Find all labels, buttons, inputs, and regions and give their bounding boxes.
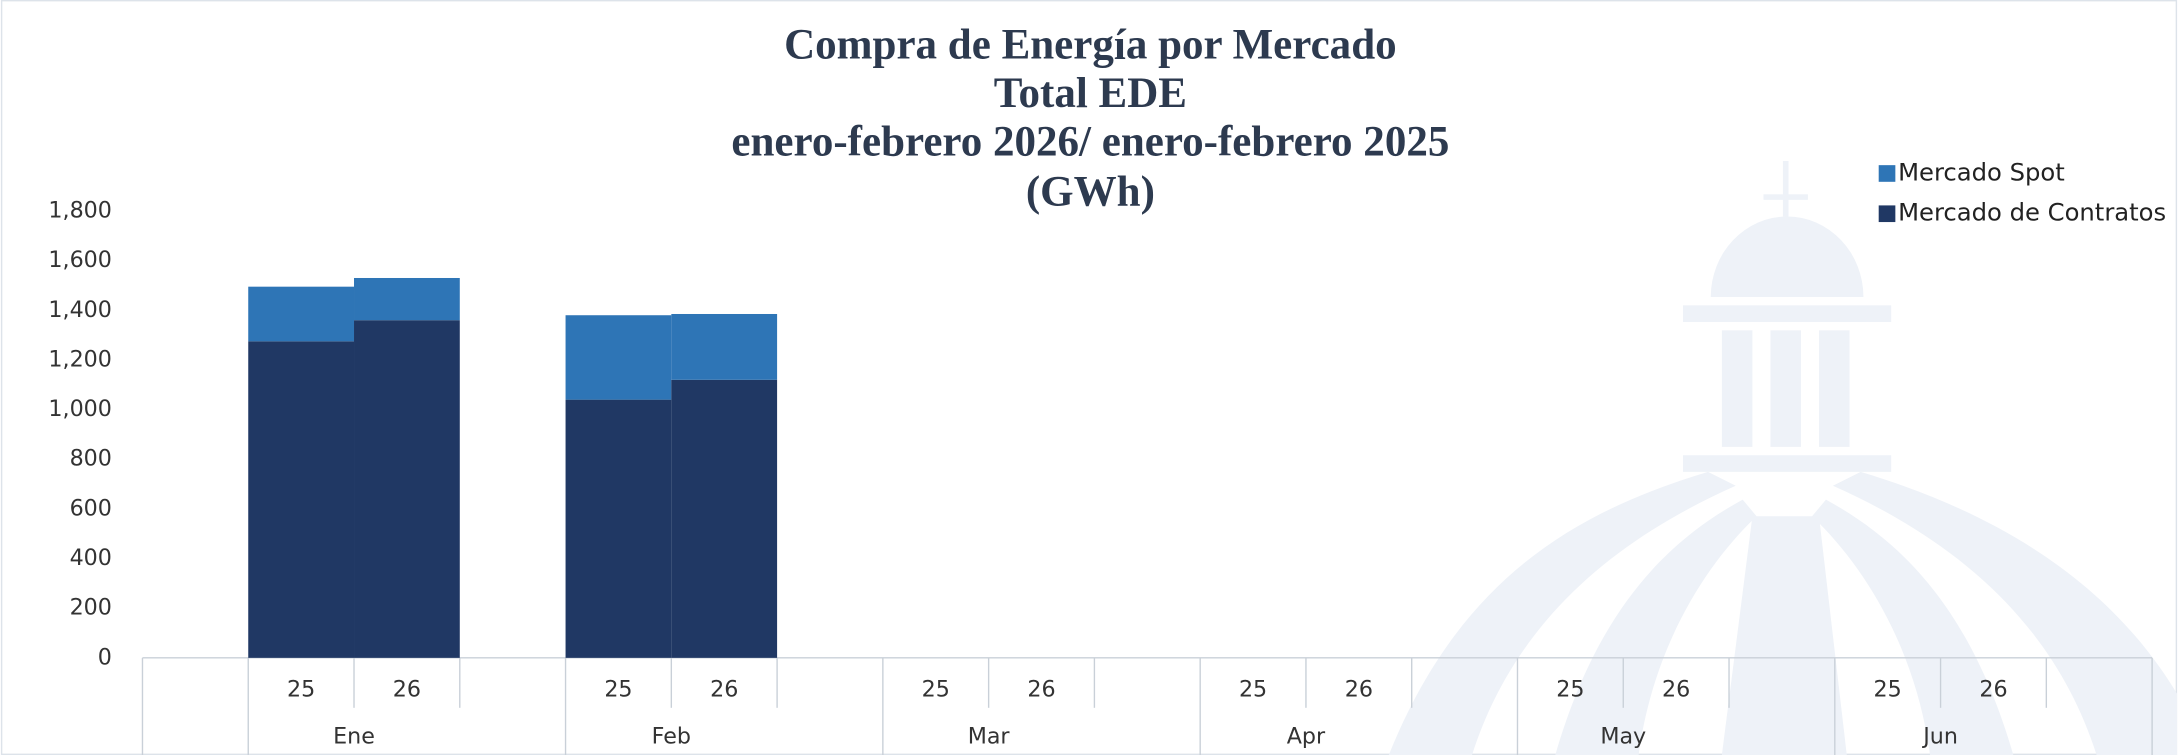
- bar-segment: [248, 286, 355, 342]
- legend-swatch: [1878, 205, 1896, 223]
- bar-segment: [565, 315, 672, 400]
- legend-swatch: [1878, 165, 1896, 182]
- y-tick-label: 1,600: [48, 247, 112, 273]
- chart-title: Total EDE: [994, 70, 1187, 117]
- x-tick-label: 25: [1874, 676, 1902, 702]
- x-tick-label: 25: [604, 676, 632, 702]
- y-tick-label: 1,000: [48, 396, 112, 422]
- y-tick-label: 200: [70, 595, 112, 621]
- y-tick-label: 0: [98, 644, 112, 670]
- x-tick-label: 25: [1239, 676, 1267, 702]
- x-tick-label: 25: [922, 676, 950, 702]
- legend-label: Mercado Spot: [1898, 157, 2065, 186]
- y-tick-label: 400: [70, 545, 112, 571]
- x-tick-label: 25: [287, 676, 315, 702]
- x-group-label: Ene: [333, 723, 375, 749]
- legend-label: Mercado de Contratos: [1898, 198, 2166, 227]
- x-tick-label: 26: [710, 676, 738, 702]
- y-tick-label: 1,400: [48, 297, 112, 323]
- bar-segment: [248, 341, 355, 658]
- chart-title: Compra de Energía por Mercado: [784, 21, 1397, 68]
- x-tick-label: 26: [1027, 676, 1055, 702]
- y-tick-label: 1,800: [48, 197, 112, 223]
- bar-segment: [671, 379, 778, 658]
- x-group-label: Feb: [652, 723, 691, 749]
- y-tick-label: 1,200: [48, 346, 112, 372]
- bar-segment: [671, 313, 778, 380]
- x-group-label: May: [1600, 723, 1646, 749]
- x-group-label: Jun: [1921, 723, 1958, 749]
- x-tick-label: 26: [393, 676, 421, 702]
- y-tick-label: 600: [70, 495, 112, 521]
- bar-segment: [565, 399, 672, 658]
- bar-segment: [354, 277, 460, 321]
- bar-segment: [354, 320, 460, 658]
- chart-title: enero-febrero 2026/ enero-febrero 2025: [731, 119, 1449, 166]
- x-group-label: Apr: [1287, 723, 1326, 749]
- watermark-logo: [1388, 160, 2178, 755]
- x-tick-label: 25: [1556, 676, 1584, 702]
- x-tick-label: 26: [1979, 676, 2007, 702]
- x-group-label: Mar: [968, 723, 1011, 749]
- x-tick-label: 26: [1345, 676, 1373, 702]
- chart-title: (GWh): [1026, 169, 1155, 216]
- x-tick-label: 26: [1662, 676, 1690, 702]
- y-tick-label: 800: [70, 446, 112, 472]
